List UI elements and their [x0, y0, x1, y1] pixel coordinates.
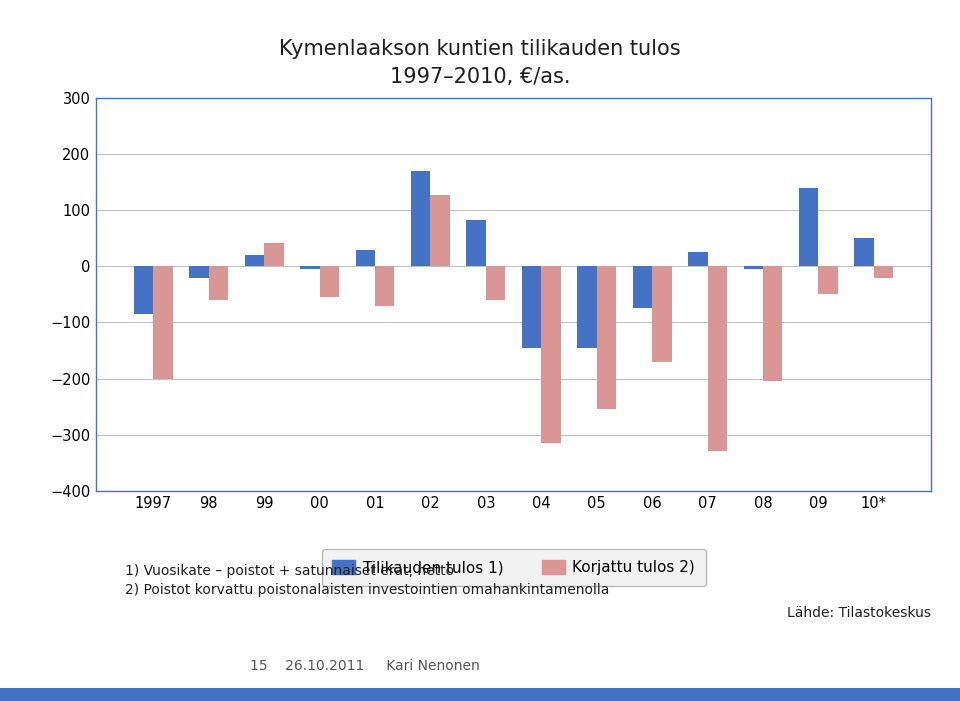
Bar [411, 171, 430, 266]
Bar [708, 266, 727, 451]
Text: Kymenlaakson kuntien tilikauden tulos: Kymenlaakson kuntien tilikauden tulos [279, 39, 681, 59]
Legend: Tilikauden tulos 1), Korjattu tulos 2): Tilikauden tulos 1), Korjattu tulos 2) [322, 550, 706, 586]
Bar [486, 266, 505, 300]
Bar [355, 250, 375, 266]
Bar [874, 266, 893, 278]
Bar [522, 266, 541, 348]
Bar [154, 266, 173, 379]
Bar [189, 266, 208, 278]
Text: 1997–2010, €/as.: 1997–2010, €/as. [390, 67, 570, 87]
Bar [208, 266, 228, 300]
Bar [264, 243, 283, 266]
Bar [541, 266, 561, 443]
Text: 2) Poistot korvattu poistonalaisten investointien omahankintamenolla: 2) Poistot korvattu poistonalaisten inve… [125, 583, 610, 597]
Text: 15    26.10.2011     Kari Nenonen: 15 26.10.2011 Kari Nenonen [250, 659, 479, 673]
Bar [633, 266, 652, 308]
Bar [300, 266, 320, 269]
Bar [577, 266, 597, 348]
Bar [430, 195, 450, 266]
Text: 1) Vuosikate – poistot + satunnaiset erät, netto: 1) Vuosikate – poistot + satunnaiset erä… [125, 564, 454, 578]
Bar [744, 266, 763, 269]
Text: Lähde: Tilastokeskus: Lähde: Tilastokeskus [787, 606, 931, 620]
Bar [134, 266, 154, 314]
Bar [854, 238, 874, 266]
Bar [799, 188, 819, 266]
Bar [763, 266, 782, 381]
Bar [688, 252, 708, 266]
Bar [652, 266, 672, 362]
Bar [320, 266, 339, 297]
Bar [245, 255, 264, 266]
Bar [819, 266, 838, 294]
Bar [597, 266, 616, 409]
Bar [375, 266, 395, 306]
Bar [467, 220, 486, 266]
